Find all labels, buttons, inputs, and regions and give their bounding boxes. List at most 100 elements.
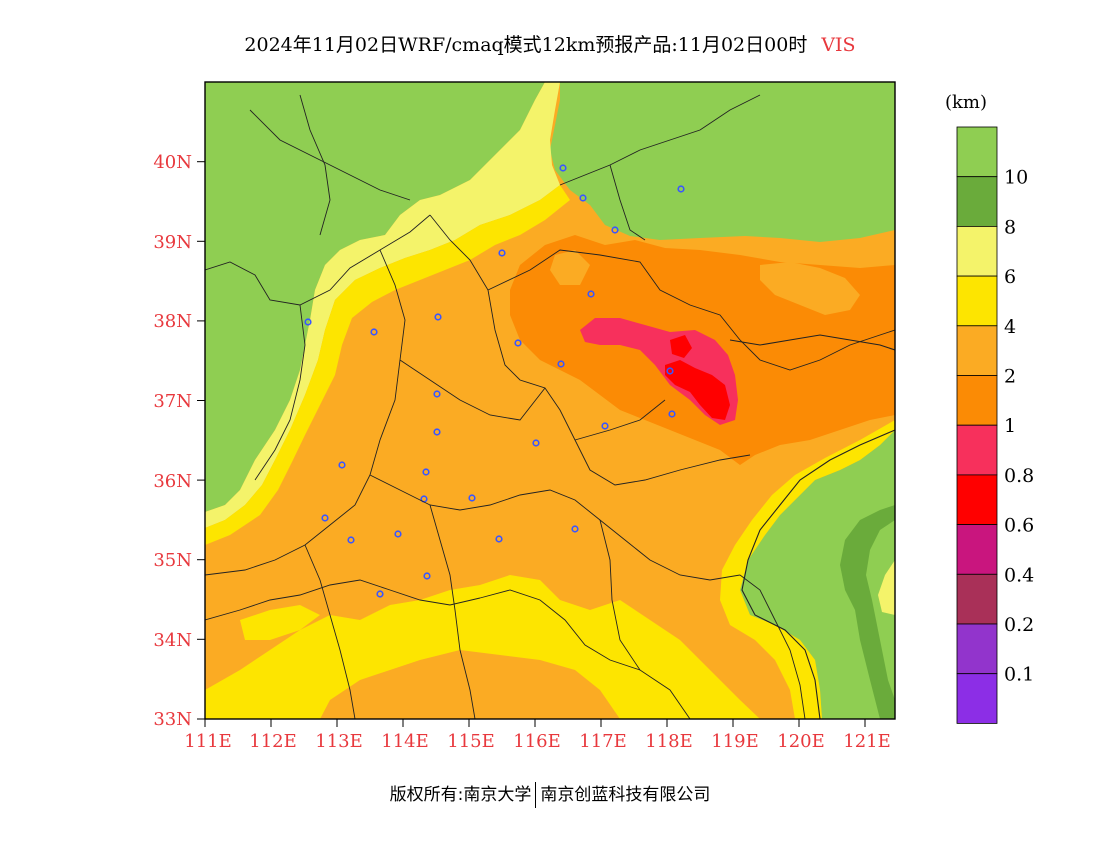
copyright-rights: 版权所有:南京大学 bbox=[389, 785, 532, 805]
legend-swatch bbox=[956, 673, 998, 724]
legend-label: 0.2 bbox=[1004, 614, 1034, 636]
legend-label: 0.4 bbox=[1004, 564, 1034, 586]
field-se-high bbox=[740, 430, 895, 719]
lat-labels: 40N 39N 38N 37N 36N 35N 34N 33N bbox=[153, 152, 192, 730]
field-band-hole bbox=[760, 262, 860, 315]
legend-colorbar bbox=[956, 126, 998, 724]
lat-label: 40N bbox=[153, 152, 192, 173]
lat-label: 35N bbox=[153, 550, 192, 571]
city-marker bbox=[370, 328, 378, 336]
field-west-yellow bbox=[205, 185, 570, 545]
city-marker bbox=[579, 194, 587, 202]
legend-swatch bbox=[956, 623, 998, 675]
city-marker bbox=[433, 428, 441, 436]
field-core-0_8km bbox=[665, 360, 730, 420]
boundary-line bbox=[479, 589, 691, 719]
city-marker bbox=[677, 185, 685, 193]
lon-label: 118E bbox=[645, 731, 693, 752]
boundary-line bbox=[429, 214, 751, 486]
boundary-line bbox=[249, 109, 411, 201]
field-band-hole2 bbox=[550, 250, 590, 285]
city-marker bbox=[601, 422, 609, 430]
lon-label: 116E bbox=[513, 731, 561, 752]
legend-swatch bbox=[956, 225, 998, 277]
city-marker bbox=[666, 367, 674, 375]
lat-label: 38N bbox=[153, 311, 192, 332]
variable-label: VIS bbox=[821, 34, 856, 56]
lat-label: 37N bbox=[153, 391, 192, 412]
legend-swatch bbox=[956, 126, 998, 178]
boundary-line bbox=[559, 94, 761, 186]
copyright-footer: 版权所有:南京大学 南京创蓝科技有限公司 bbox=[0, 780, 1100, 808]
city-marker bbox=[468, 494, 476, 502]
city-marker bbox=[422, 468, 430, 476]
city-marker bbox=[321, 514, 329, 522]
field-west-band bbox=[205, 82, 560, 528]
lat-label: 34N bbox=[153, 630, 192, 651]
city-marker bbox=[587, 290, 595, 298]
legend-label: 0.6 bbox=[1004, 515, 1034, 537]
boundary-line bbox=[429, 504, 476, 719]
legend-label: 10 bbox=[1004, 167, 1028, 189]
city-marker bbox=[532, 439, 540, 447]
lon-labels: 111E 112E 113E 114E 115E 116E 117E 118E … bbox=[184, 731, 891, 752]
field-south-yellow bbox=[205, 575, 760, 719]
boundary-line bbox=[304, 544, 356, 719]
city-marker bbox=[557, 360, 565, 368]
lon-label: 115E bbox=[447, 731, 495, 752]
city-marker bbox=[498, 249, 506, 257]
lat-label: 39N bbox=[153, 232, 192, 253]
lat-label: 33N bbox=[153, 709, 192, 730]
city-marker bbox=[394, 530, 402, 538]
boundary-line bbox=[487, 249, 895, 371]
boundary-line bbox=[609, 164, 646, 241]
boundary-line bbox=[739, 574, 806, 719]
legend-swatch bbox=[956, 275, 998, 327]
city-marker bbox=[347, 536, 355, 544]
legend-swatch bbox=[956, 325, 998, 376]
coastline bbox=[741, 429, 895, 719]
legend-label: 4 bbox=[1004, 316, 1016, 338]
city-marker bbox=[559, 164, 567, 172]
legend-swatch bbox=[956, 524, 998, 575]
map-title: 2024年11月02日WRF/cmaq模式12km预报产品:11月02日00时 V… bbox=[0, 30, 1100, 57]
boundary-line bbox=[205, 214, 431, 306]
lon-label: 114E bbox=[381, 731, 429, 752]
boundaries bbox=[205, 94, 895, 719]
lon-label: 112E bbox=[249, 731, 297, 752]
footer-divider bbox=[535, 782, 537, 808]
legend-swatch bbox=[956, 176, 998, 227]
city-marker bbox=[423, 572, 431, 580]
legend-label: 1 bbox=[1004, 415, 1016, 437]
city-marker bbox=[495, 535, 503, 543]
legend-swatch bbox=[956, 375, 998, 426]
city-markers bbox=[304, 164, 685, 598]
field-ne-high bbox=[550, 82, 895, 242]
lon-label: 111E bbox=[184, 731, 232, 752]
boundary-line bbox=[369, 474, 741, 581]
legend-unit: (km) bbox=[945, 92, 987, 113]
lon-label: 117E bbox=[579, 731, 627, 752]
lon-label: 113E bbox=[315, 731, 363, 752]
lon-label: 120E bbox=[777, 731, 825, 752]
lon-label: 119E bbox=[711, 731, 759, 752]
boundary-line bbox=[599, 519, 641, 671]
field-se-pale bbox=[878, 560, 895, 615]
legend-swatch bbox=[956, 573, 998, 625]
city-marker bbox=[434, 313, 442, 321]
field-south-orange bbox=[320, 650, 620, 719]
legend-label: 0.8 bbox=[1004, 465, 1034, 487]
city-marker bbox=[433, 390, 441, 398]
city-marker bbox=[514, 339, 522, 347]
boundary-line bbox=[574, 399, 666, 441]
field-se-yellow bbox=[720, 420, 895, 719]
visibility-field bbox=[205, 82, 895, 719]
boundary-line bbox=[299, 94, 331, 236]
city-marker bbox=[611, 226, 619, 234]
legend-labels: 10 8 6 4 2 1 0.8 0.6 0.4 0.2 0.1 bbox=[1004, 167, 1034, 686]
city-marker bbox=[338, 461, 346, 469]
lon-label: 121E bbox=[843, 731, 891, 752]
field-sw-patch bbox=[240, 605, 320, 640]
boundary-line bbox=[399, 359, 546, 421]
